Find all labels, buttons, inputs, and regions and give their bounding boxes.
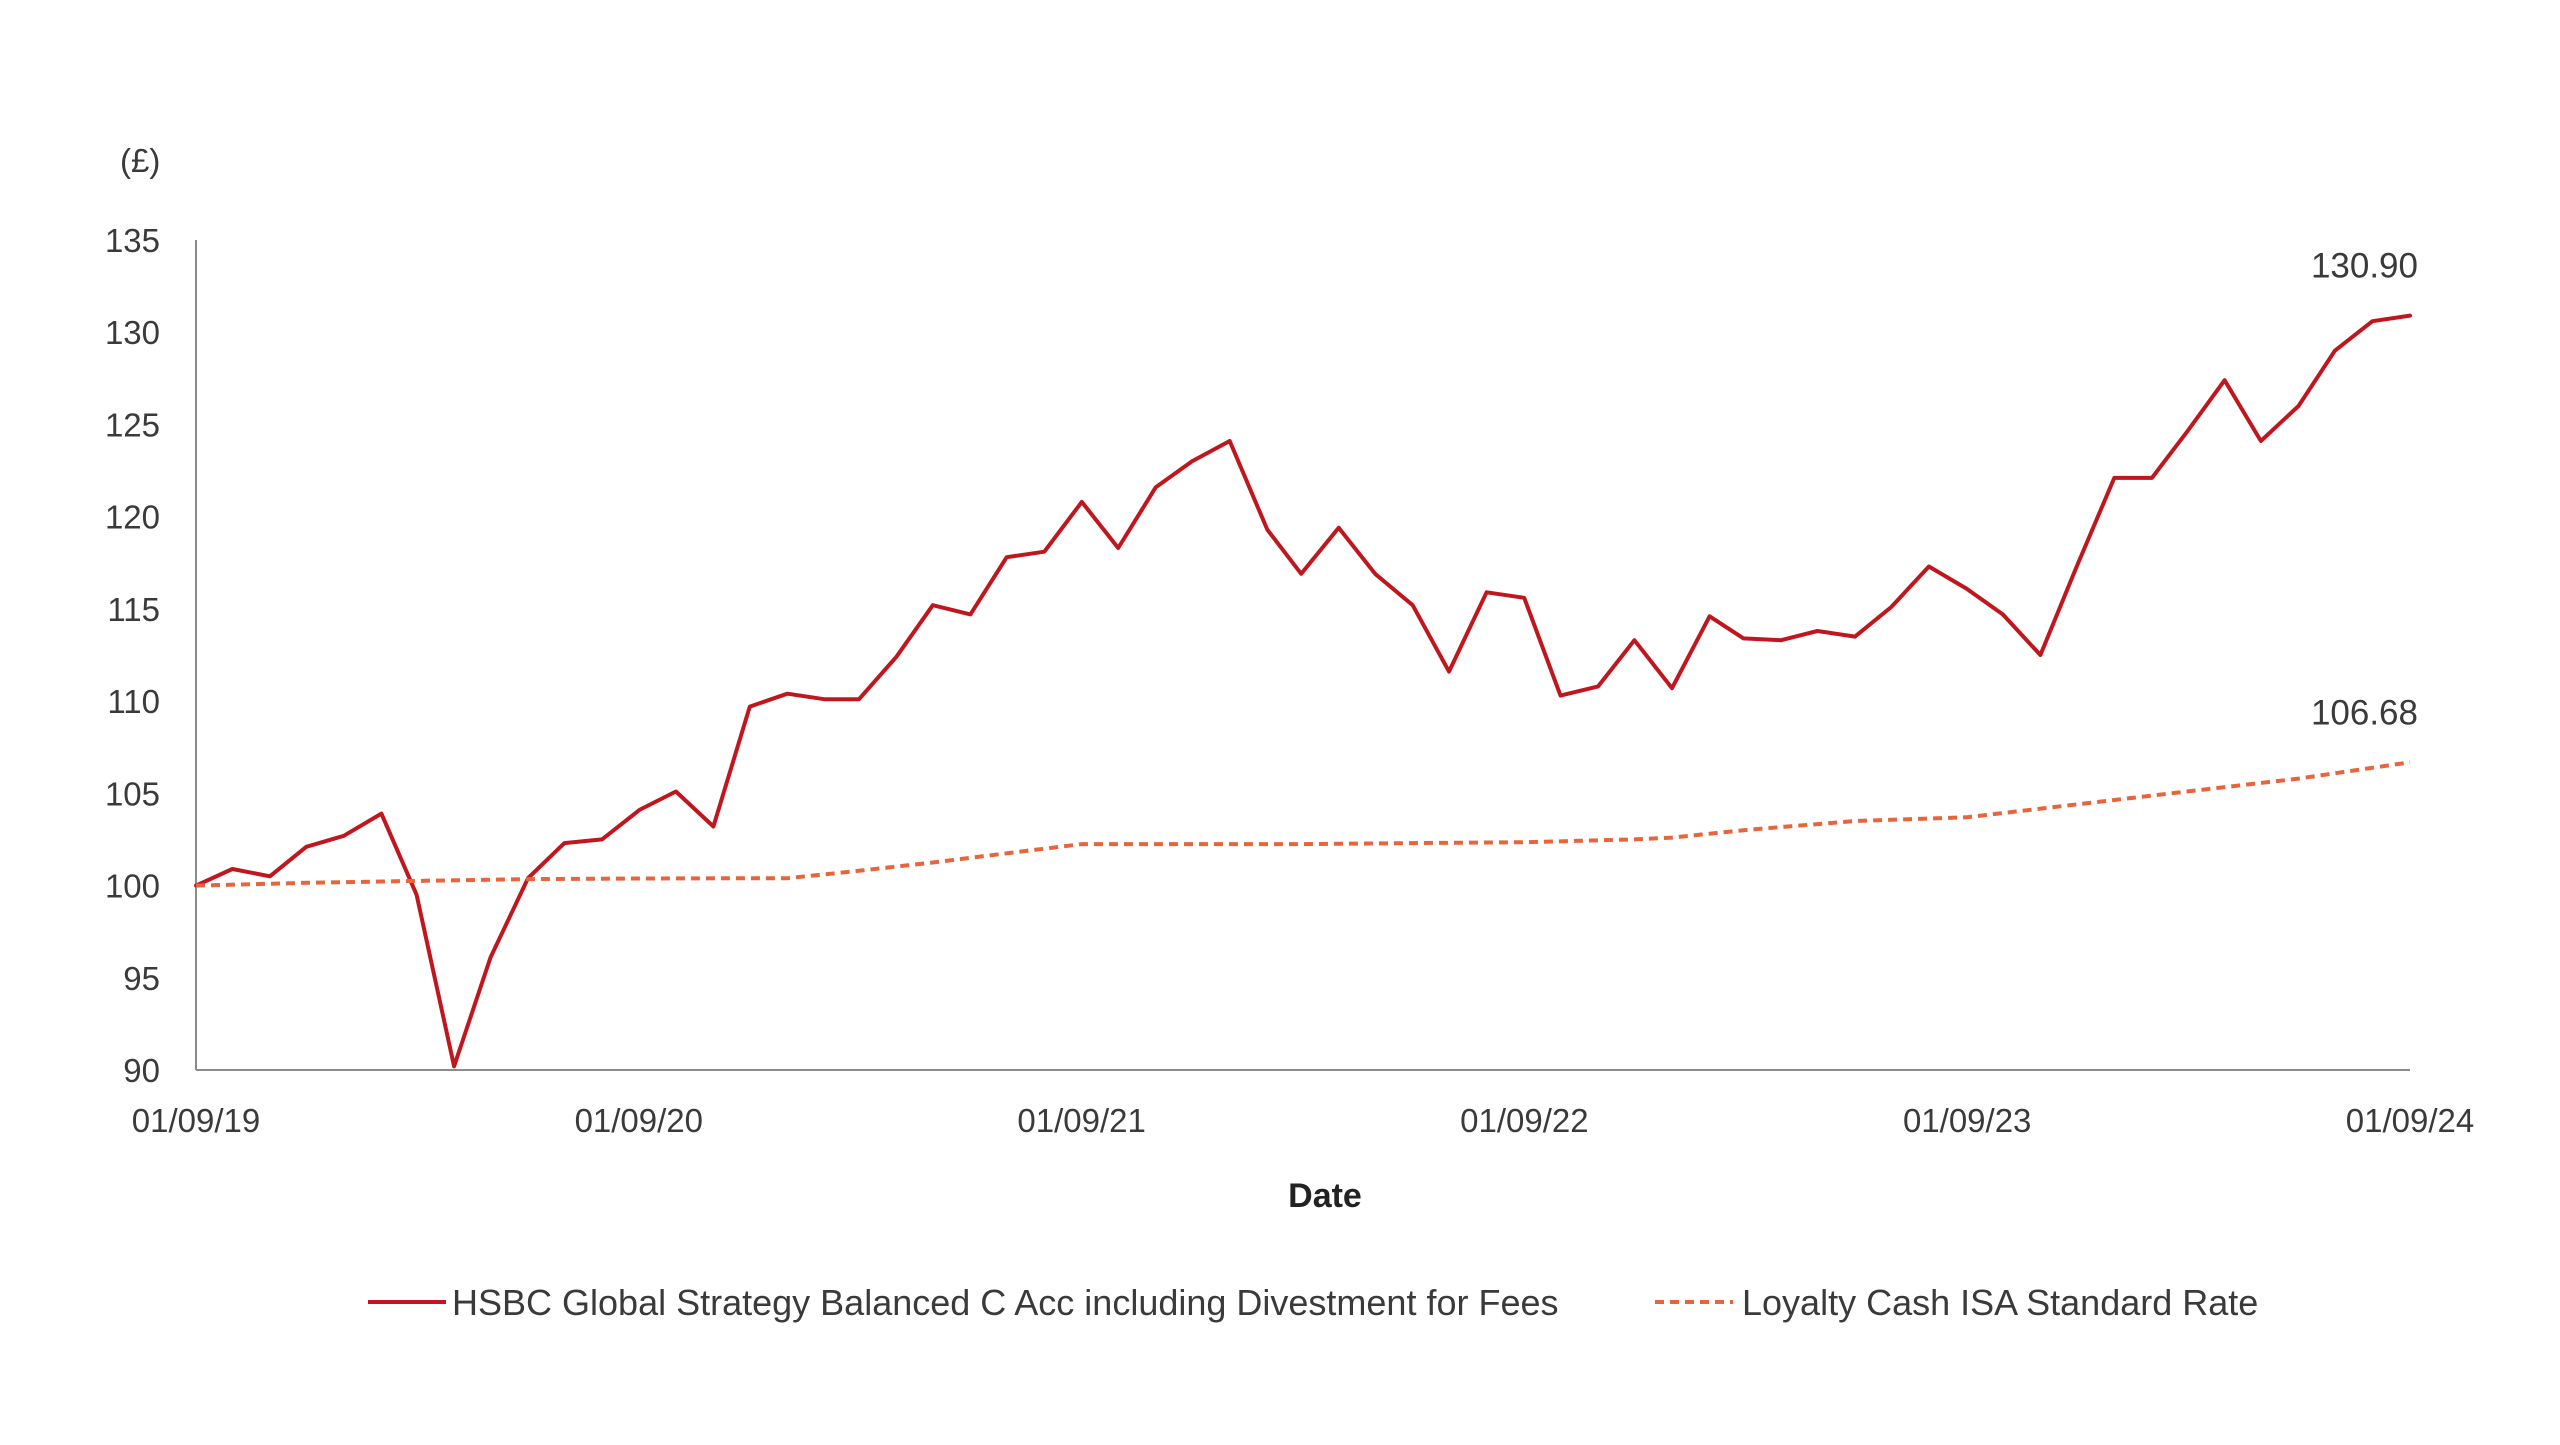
x-tick-label: 01/09/23 <box>1903 1102 2031 1139</box>
end-value-label-cash-isa: 106.68 <box>2311 693 2418 732</box>
x-tick-label: 01/09/24 <box>2346 1102 2474 1139</box>
legend: HSBC Global Strategy Balanced C Acc incl… <box>368 1282 2258 1323</box>
x-tick-label: 01/09/20 <box>575 1102 703 1139</box>
y-tick-label: 120 <box>105 499 160 536</box>
legend-label-cash-isa: Loyalty Cash ISA Standard Rate <box>1742 1282 2258 1323</box>
x-axis-ticks: 01/09/19 01/09/20 01/09/21 01/09/22 01/09/23… <box>132 1102 2474 1139</box>
series-line-hsbc-fund <box>194 313 2412 1069</box>
y-tick-label: 130 <box>105 314 160 351</box>
y-tick-label: 95 <box>123 960 160 997</box>
y-unit-label: (£) <box>120 142 160 179</box>
legend-label-hsbc-fund: HSBC Global Strategy Balanced C Acc incl… <box>452 1282 1559 1323</box>
axes <box>195 240 2410 1071</box>
y-tick-label: 90 <box>123 1052 160 1089</box>
y-tick-label: 100 <box>105 868 160 905</box>
x-tick-label: 01/09/19 <box>132 1102 260 1139</box>
y-axis-ticks: 90 95 100 105 110 115 120 125 130 135 <box>105 222 160 1089</box>
y-tick-label: 125 <box>105 406 160 443</box>
series-line-cash-isa <box>195 760 2411 888</box>
x-tick-label: 01/09/22 <box>1460 1102 1588 1139</box>
legend-item-hsbc-fund: HSBC Global Strategy Balanced C Acc incl… <box>368 1282 1559 1323</box>
y-tick-label: 110 <box>107 683 160 720</box>
end-value-label-hsbc-fund: 130.90 <box>2311 247 2418 286</box>
series-layer: 130.90 106.68 <box>194 247 2418 1069</box>
y-tick-label: 135 <box>105 222 160 259</box>
y-tick-label: 105 <box>105 775 160 812</box>
x-axis-title: Date <box>1288 1177 1362 1215</box>
legend-item-cash-isa: Loyalty Cash ISA Standard Rate <box>1655 1282 2258 1323</box>
x-tick-label: 01/09/21 <box>1017 1102 1145 1139</box>
y-tick-label: 115 <box>107 591 160 628</box>
